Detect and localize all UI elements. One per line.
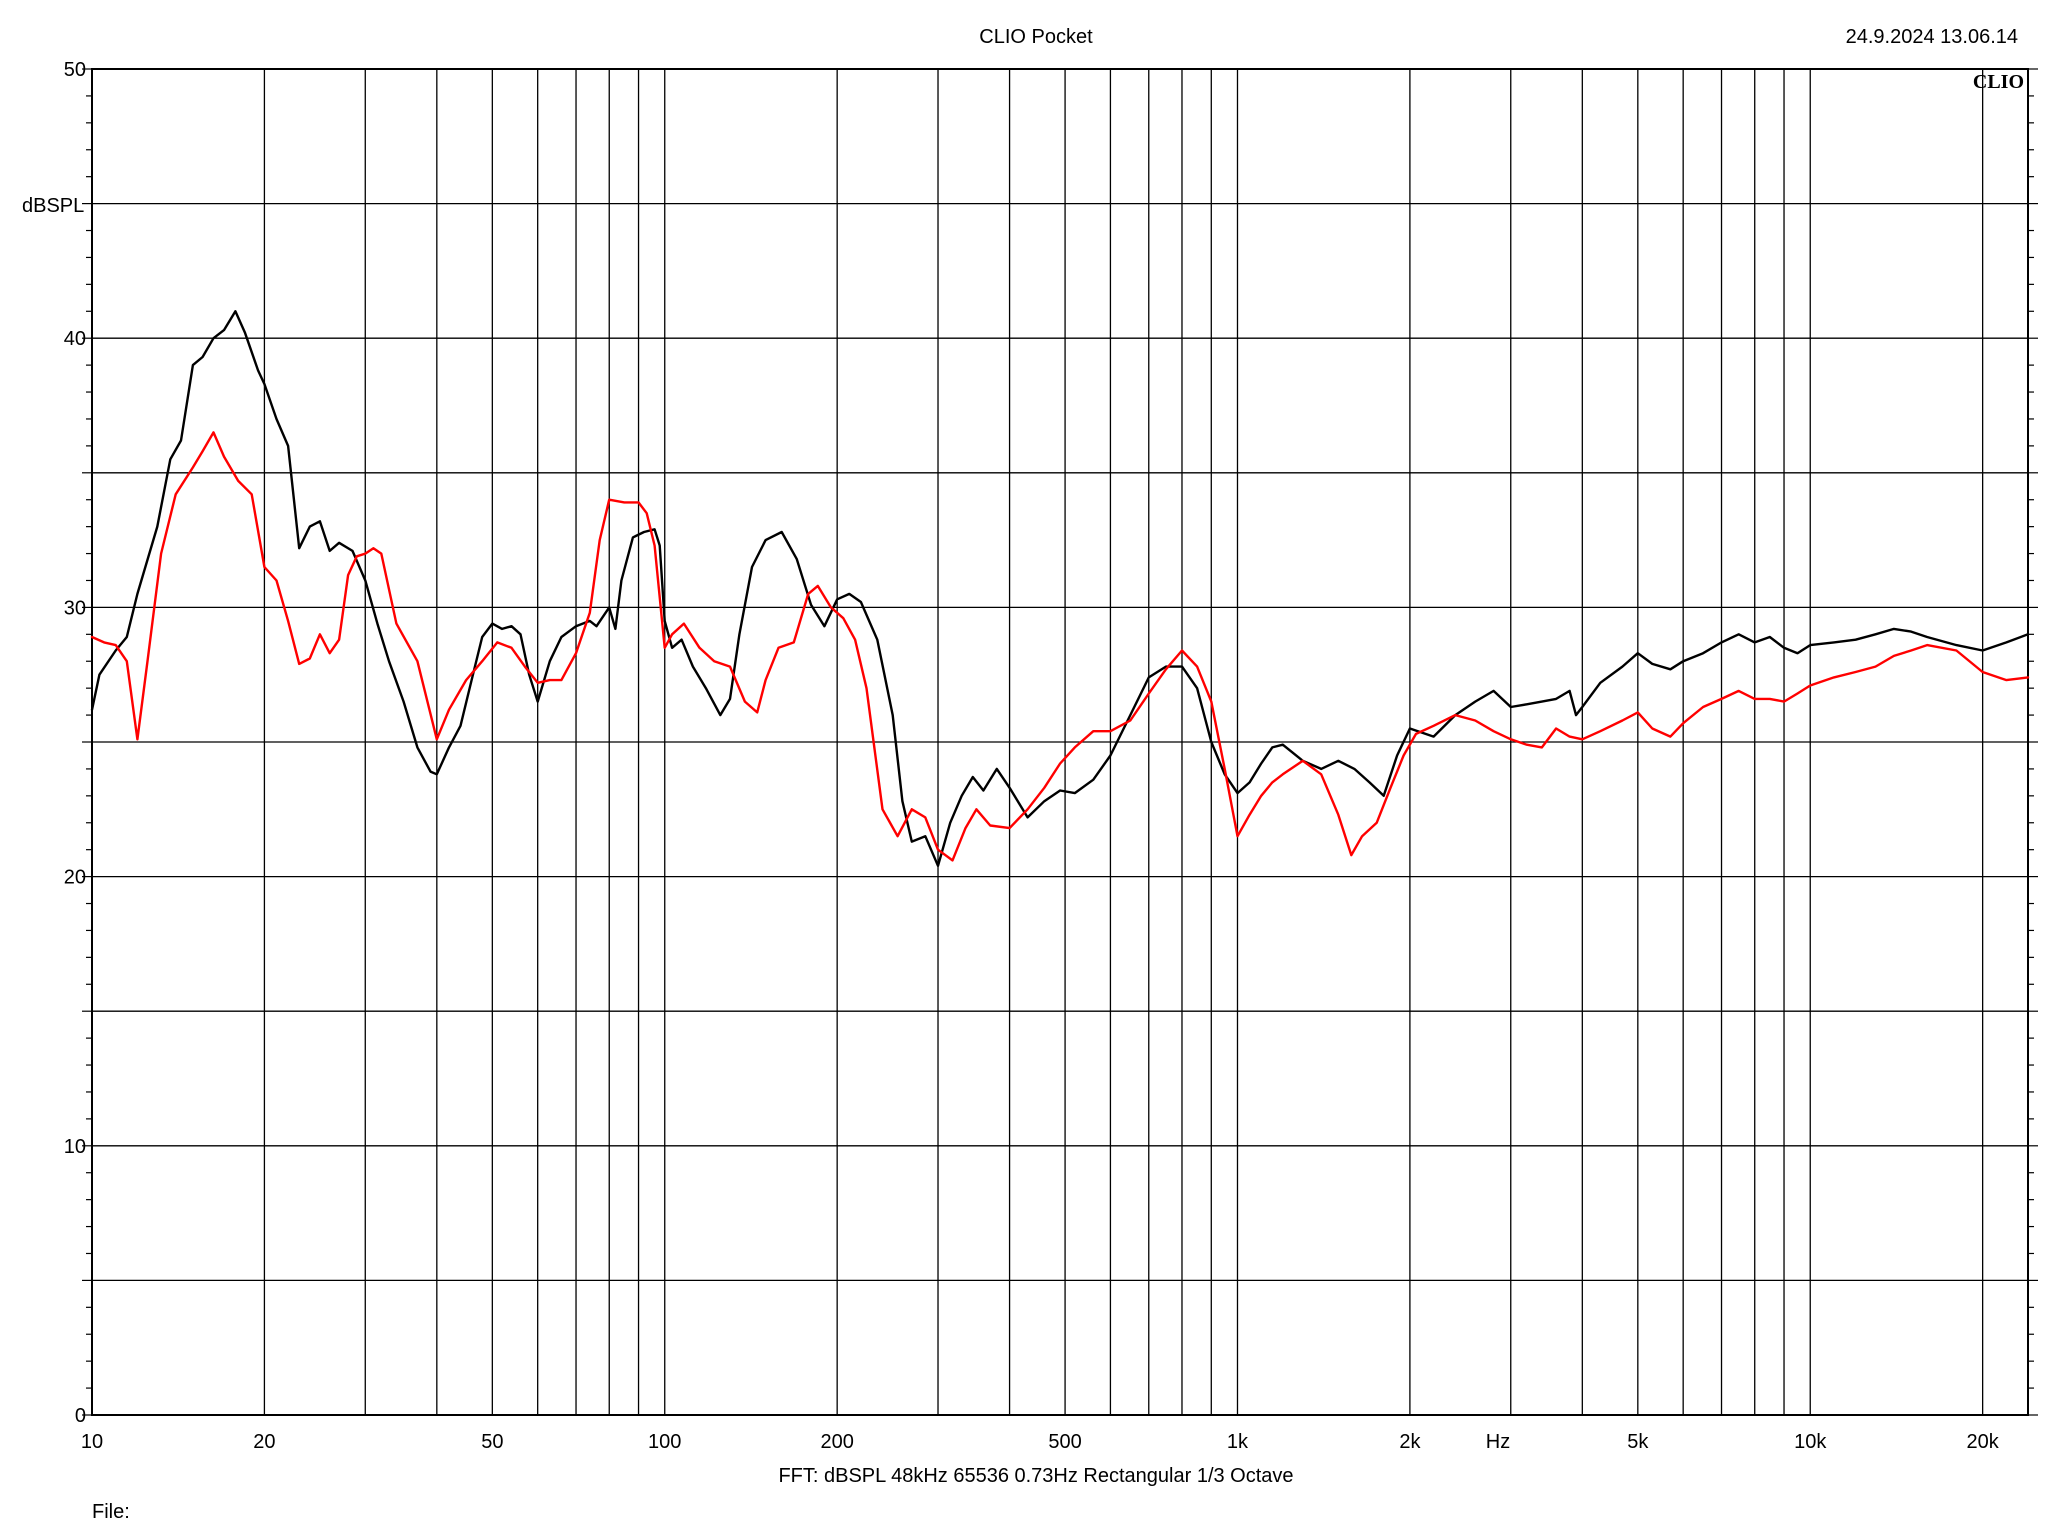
clio-logo: CLIO bbox=[1973, 71, 2024, 93]
y-axis-ticks: 0 10 20 30 40 50 bbox=[64, 59, 2038, 1427]
y-tick-label: 20 bbox=[64, 867, 86, 889]
x-tick-label: 1k bbox=[1227, 1431, 1249, 1453]
measurement-settings: FFT: dBSPL 48kHz 65536 0.73Hz Rectangula… bbox=[778, 1465, 1293, 1487]
x-tick-label: 5k bbox=[1627, 1431, 1649, 1453]
x-tick-label: 10k bbox=[1794, 1431, 1827, 1453]
y-tick-label: 30 bbox=[64, 597, 86, 619]
series-lines bbox=[90, 310, 2030, 867]
timestamp: 24.9.2024 13.06.14 bbox=[1846, 26, 2018, 48]
x-axis-ticks: 10 20 50 100 200 500 1k 2k 5k 10k 20k bbox=[81, 1431, 2000, 1453]
y-tick-label: 40 bbox=[64, 328, 86, 350]
y-tick-label: 10 bbox=[64, 1136, 86, 1158]
file-label: File: bbox=[92, 1501, 130, 1523]
series-line-2 bbox=[90, 431, 2030, 862]
x-tick-label: 200 bbox=[820, 1431, 853, 1453]
y-axis-label: dBSPL bbox=[22, 195, 84, 217]
x-tick-label: 100 bbox=[648, 1431, 681, 1453]
y-tick-label: 50 bbox=[64, 59, 86, 81]
x-tick-label: 10 bbox=[81, 1431, 103, 1453]
series-line-1 bbox=[90, 310, 2030, 867]
grid bbox=[92, 69, 2028, 1415]
x-tick-label: 20 bbox=[253, 1431, 275, 1453]
x-tick-label: 500 bbox=[1048, 1431, 1081, 1453]
y-tick-label: 0 bbox=[75, 1405, 86, 1427]
x-tick-label: 2k bbox=[1399, 1431, 1421, 1453]
x-tick-label: 20k bbox=[1967, 1431, 2000, 1453]
x-axis-label: Hz bbox=[1486, 1431, 1510, 1453]
chart-title: CLIO Pocket bbox=[979, 26, 1093, 48]
x-tick-label: 50 bbox=[481, 1431, 503, 1453]
